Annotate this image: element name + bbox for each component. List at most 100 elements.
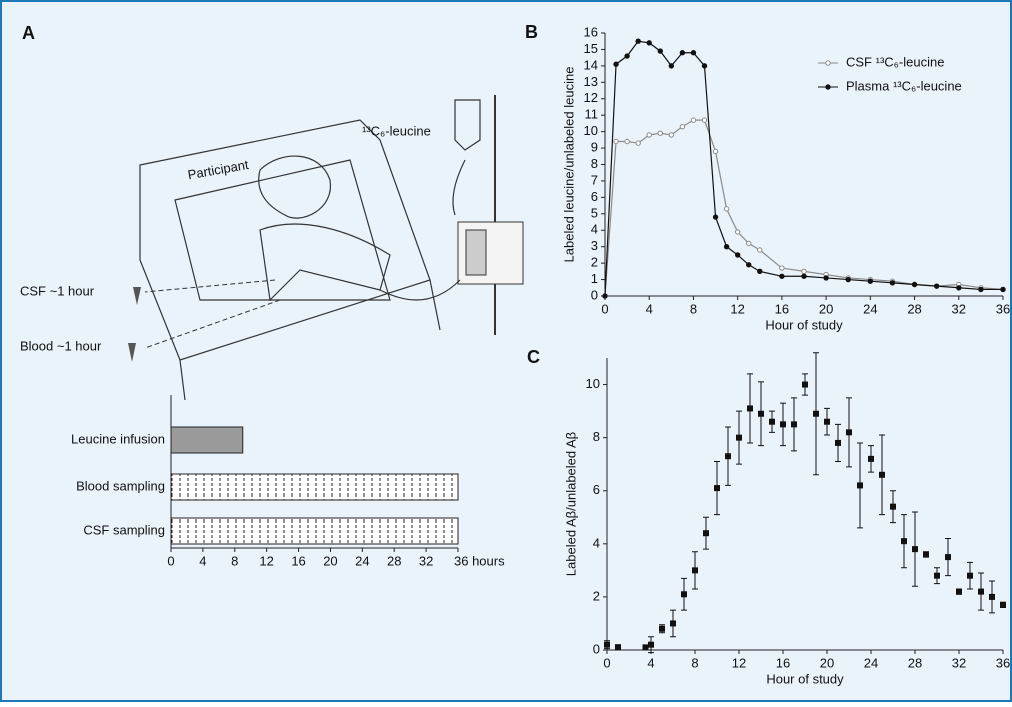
infusion-label: ¹³C₆-leucine xyxy=(362,123,431,138)
point xyxy=(813,410,819,417)
point xyxy=(604,641,610,648)
x-tick-label: 8 xyxy=(690,301,697,316)
panel-label: B xyxy=(525,22,538,42)
point xyxy=(978,588,984,595)
legend-label: Plasma ¹³C₆-leucine xyxy=(846,78,962,93)
point xyxy=(801,273,807,279)
x-tick-label: 28 xyxy=(387,553,401,568)
point xyxy=(967,572,973,579)
point xyxy=(679,123,686,130)
point xyxy=(747,405,753,412)
sampling-marks xyxy=(171,518,458,544)
point xyxy=(679,50,686,56)
x-tick-label: 24 xyxy=(864,655,878,670)
legend-marker xyxy=(825,60,831,66)
point xyxy=(879,471,885,478)
point xyxy=(923,551,929,558)
x-tick-label: 4 xyxy=(646,301,653,316)
x-tick-label: 12 xyxy=(259,553,273,568)
y-tick-label: 7 xyxy=(591,172,598,187)
point xyxy=(801,268,807,275)
point xyxy=(746,262,752,268)
point xyxy=(791,421,797,428)
point xyxy=(701,117,708,123)
point xyxy=(659,625,665,632)
point xyxy=(933,283,940,289)
y-tick-label: 8 xyxy=(593,429,600,444)
x-tick-label: 20 xyxy=(820,655,834,670)
category-label: Leucine infusion xyxy=(71,431,165,446)
category-label: Blood sampling xyxy=(76,478,165,493)
x-axis-label: Hour of study xyxy=(765,317,843,332)
y-tick-label: 5 xyxy=(591,205,598,220)
point xyxy=(624,138,630,145)
y-tick-label: 3 xyxy=(591,238,598,253)
y-tick-label: 12 xyxy=(584,90,598,105)
point xyxy=(1000,601,1006,608)
x-tick-label: 4 xyxy=(199,553,206,568)
point xyxy=(714,485,720,492)
point xyxy=(642,644,649,651)
point xyxy=(989,593,995,600)
y-tick-label: 4 xyxy=(593,535,600,550)
y-tick-label: 16 xyxy=(584,24,598,39)
point xyxy=(889,280,896,286)
x-tick-label: 36 xyxy=(996,655,1010,670)
point xyxy=(757,247,763,253)
y-tick-label: 2 xyxy=(593,588,600,603)
point xyxy=(779,265,785,271)
point xyxy=(657,130,663,136)
x-tick-label: 0 xyxy=(167,553,174,568)
point xyxy=(901,538,907,545)
point xyxy=(846,429,852,436)
x-tick-label: 32 xyxy=(419,553,433,568)
point xyxy=(802,381,808,388)
panel-label: A xyxy=(22,23,35,43)
point xyxy=(692,567,698,574)
x-tick-label: 4 xyxy=(647,655,654,670)
bar xyxy=(170,426,244,454)
point xyxy=(934,572,940,579)
point xyxy=(648,641,654,648)
point xyxy=(835,439,841,446)
y-tick-label: 15 xyxy=(584,41,598,56)
y-tick-label: 10 xyxy=(586,376,600,391)
point xyxy=(613,61,619,67)
x-tick-label: 12 xyxy=(730,301,744,316)
point xyxy=(725,453,731,460)
x-tick-label: 8 xyxy=(231,553,238,568)
y-axis-label: Labeled leucine/unlabeled leucine xyxy=(561,67,576,263)
point xyxy=(780,421,786,428)
point xyxy=(723,243,730,250)
point xyxy=(758,410,764,417)
point xyxy=(624,53,630,59)
y-tick-label: 4 xyxy=(591,222,598,237)
panel-label: C xyxy=(527,347,540,367)
x-tick-label: 24 xyxy=(863,301,877,316)
point xyxy=(945,554,951,561)
point xyxy=(911,281,918,288)
x-tick-label: 20 xyxy=(819,301,833,316)
point xyxy=(681,591,687,598)
point xyxy=(734,252,741,258)
point xyxy=(868,455,874,462)
point xyxy=(978,286,984,293)
y-tick-label: 0 xyxy=(591,287,598,302)
point xyxy=(956,285,962,291)
x-tick-label: 0 xyxy=(601,301,608,316)
x-tick-label: 16 xyxy=(291,553,305,568)
y-tick-label: 0 xyxy=(593,641,600,656)
point xyxy=(646,132,652,138)
x-tick-label: 0 xyxy=(603,655,610,670)
point xyxy=(845,276,851,283)
x-tick-label: 36 xyxy=(996,301,1010,316)
legend-marker xyxy=(825,84,831,90)
point xyxy=(701,63,708,69)
point xyxy=(912,546,918,553)
point xyxy=(956,588,962,595)
point xyxy=(670,620,676,627)
x-tick-label: 16 xyxy=(776,655,790,670)
point xyxy=(712,214,719,220)
point xyxy=(635,38,641,44)
